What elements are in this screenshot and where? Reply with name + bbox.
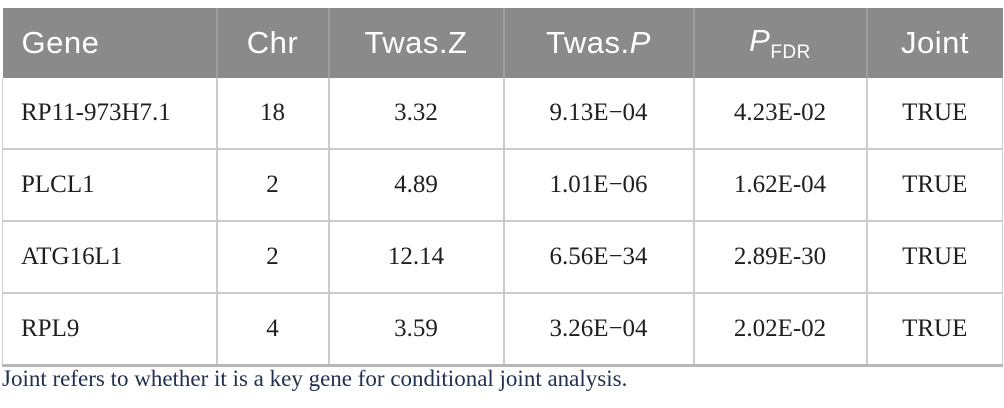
header-twas-p-prefix: Twas. — [546, 25, 630, 60]
table-row: RPL9 4 3.59 3.26E−04 2.02E-02 TRUE — [2, 292, 1003, 367]
cell-twas-p: 1.01E−06 — [502, 148, 695, 222]
cell-p-fdr: 2.02E-02 — [692, 292, 868, 367]
table-footnote: Joint refers to whether it is a key gene… — [2, 366, 628, 391]
header-p-fdr-subscript: FDR — [770, 41, 811, 63]
header-chr: Chr — [216, 8, 330, 78]
cell-chr: 2 — [215, 220, 330, 294]
cell-twas-z: 3.32 — [327, 78, 505, 150]
cell-twas-z: 4.89 — [327, 148, 505, 222]
cell-joint: TRUE — [865, 220, 1003, 294]
header-twas-p: Twas.P — [503, 8, 695, 78]
cell-twas-p: 6.56E−34 — [502, 220, 695, 294]
header-joint: Joint — [866, 8, 1003, 78]
cell-chr: 2 — [215, 148, 330, 222]
cell-twas-p: 9.13E−04 — [502, 78, 695, 150]
cell-gene: ATG16L1 — [2, 220, 218, 294]
header-p-fdr-symbol: P — [749, 22, 771, 58]
cell-p-fdr: 2.89E-30 — [692, 220, 868, 294]
cell-joint: TRUE — [865, 148, 1003, 222]
cell-twas-p: 3.26E−04 — [502, 292, 695, 367]
cell-chr: 4 — [215, 292, 330, 367]
cell-gene: RP11-973H7.1 — [2, 78, 218, 150]
table-header-row: Gene Chr Twas.Z Twas.P PFDR Joint — [2, 8, 1003, 78]
header-twas-z: Twas.Z — [328, 8, 505, 78]
header-p-fdr: PFDR — [693, 8, 868, 78]
cell-gene: RPL9 — [2, 292, 218, 367]
table-row: RP11-973H7.1 18 3.32 9.13E−04 4.23E-02 T… — [2, 78, 1003, 150]
cell-p-fdr: 4.23E-02 — [692, 78, 868, 150]
cell-twas-z: 12.14 — [327, 220, 505, 294]
cell-twas-z: 3.59 — [327, 292, 505, 367]
cell-joint: TRUE — [865, 292, 1003, 367]
header-twas-p-symbol: P — [629, 25, 651, 60]
cell-gene: PLCL1 — [2, 148, 218, 222]
table-row: PLCL1 2 4.89 1.01E−06 1.62E-04 TRUE — [2, 148, 1003, 222]
cell-joint: TRUE — [865, 78, 1003, 150]
cell-p-fdr: 1.62E-04 — [692, 148, 868, 222]
cell-chr: 18 — [215, 78, 330, 150]
gene-results-table-container: Gene Chr Twas.Z Twas.P PFDR Joint RP11-9… — [2, 8, 1003, 367]
header-gene: Gene — [2, 8, 218, 78]
gene-results-table: Gene Chr Twas.Z Twas.P PFDR Joint RP11-9… — [2, 8, 1003, 367]
table-row: ATG16L1 2 12.14 6.56E−34 2.89E-30 TRUE — [2, 220, 1003, 294]
